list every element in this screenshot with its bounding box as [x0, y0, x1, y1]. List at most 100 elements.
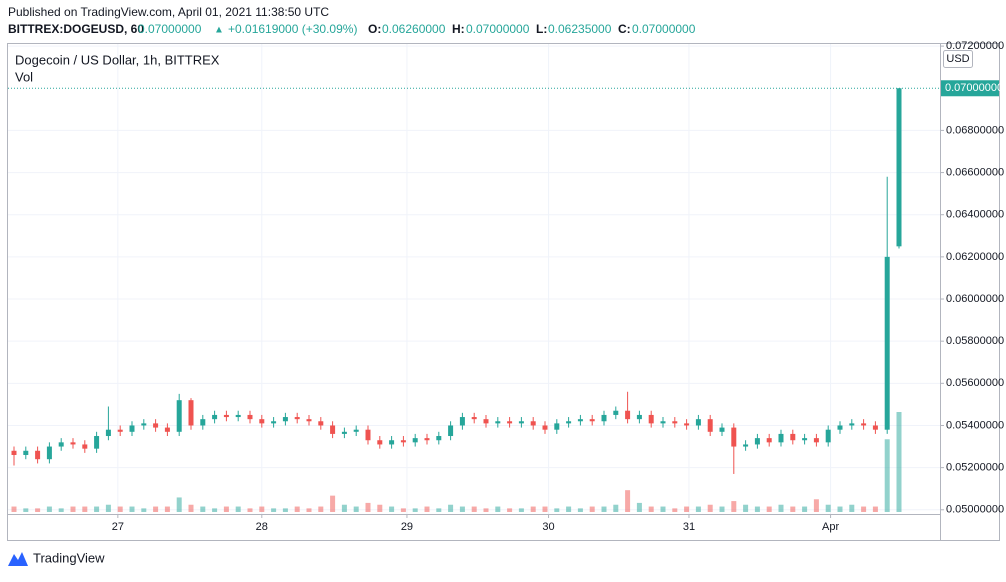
volume-bar	[648, 506, 654, 512]
candle-body	[247, 414, 253, 420]
volume-bar	[436, 508, 442, 512]
volume-bar	[153, 506, 159, 512]
volume-bar	[294, 506, 300, 512]
candle-body	[884, 256, 890, 430]
volume-bar	[377, 504, 383, 512]
candle-body	[330, 425, 336, 434]
volume-bar	[530, 506, 536, 512]
candle-body	[695, 419, 701, 426]
candle-body	[424, 438, 430, 441]
change: +0.01619000 (+30.09%)	[228, 22, 357, 36]
volume-bar	[424, 506, 430, 512]
volume-bar	[601, 506, 607, 512]
y-tick-label: 0.06400000	[946, 209, 1004, 221]
volume-bar	[566, 506, 572, 512]
y-tick-label: 0.06800000	[946, 124, 1004, 136]
last-price-label: 0.07000000	[945, 82, 1003, 94]
volume-bar	[105, 504, 111, 512]
x-tick-label: 27	[112, 521, 124, 533]
candle-body	[223, 414, 229, 418]
candle-body	[530, 421, 536, 426]
candle-body	[459, 417, 465, 426]
volume-bar	[554, 508, 560, 512]
volume-bar	[707, 504, 713, 512]
candle-body	[790, 433, 796, 441]
candle-body	[577, 419, 583, 422]
candle-body	[353, 429, 359, 432]
h-label: H:	[452, 22, 465, 36]
volume-bar	[849, 504, 855, 512]
c: 0.07000000	[632, 22, 696, 36]
volume-bar	[188, 504, 194, 512]
volume-bar	[176, 497, 182, 512]
candle-body	[153, 423, 159, 428]
published: Published on TradingView.com, April 01, …	[8, 5, 329, 19]
volume-bar	[636, 502, 642, 512]
volume-bar	[200, 506, 206, 512]
volume-bar	[577, 508, 583, 512]
candle-body	[778, 433, 784, 443]
volume-bar	[341, 504, 347, 512]
last-price-box	[941, 80, 999, 97]
candle-body	[542, 425, 548, 430]
volume-bar	[731, 501, 737, 512]
o: 0.06260000	[382, 22, 446, 36]
candle-body	[625, 410, 631, 420]
volume-bar	[518, 508, 524, 512]
volume-bar	[448, 504, 454, 512]
volume-bar	[141, 508, 147, 512]
candle-body	[554, 423, 560, 430]
candle-body	[896, 88, 902, 247]
last: 0.07000000	[138, 22, 202, 36]
currency-box[interactable]	[943, 50, 973, 68]
volume-bar	[365, 502, 371, 512]
candle-body	[672, 421, 678, 424]
volume-bar	[400, 508, 406, 512]
candle-body	[448, 425, 454, 437]
volume-bar	[660, 506, 666, 512]
y-tick-label: 0.05600000	[946, 377, 1004, 389]
volume-bar	[813, 499, 819, 512]
candle-body	[495, 421, 501, 424]
x-tick-label: 30	[542, 521, 554, 533]
ohlc-line: BITTREX:DOGEUSD, 60 0.07000000 ▲ +0.0161…	[8, 22, 696, 36]
volume-bar	[271, 508, 277, 512]
candle-body	[11, 450, 17, 455]
volume-bar	[330, 495, 336, 512]
volume-bar	[11, 506, 17, 512]
candle-body	[719, 427, 725, 432]
volume-bar	[542, 506, 548, 512]
candle-body	[684, 423, 690, 426]
candle-body	[861, 423, 867, 426]
volume-bar	[306, 508, 312, 512]
candle-body	[46, 446, 52, 460]
volume-bar	[23, 508, 29, 512]
volume-bar	[743, 504, 749, 512]
volume-bar	[389, 506, 395, 512]
volume-bar	[282, 508, 288, 512]
volume-bar	[695, 506, 701, 512]
candle-body	[483, 419, 489, 424]
candle-body	[636, 414, 642, 420]
vol-label: Vol	[15, 69, 33, 84]
grid	[8, 44, 944, 518]
y-tick-label: 0.06000000	[946, 293, 1004, 305]
volume-bar	[802, 506, 808, 512]
candle-body	[35, 450, 41, 460]
candle-body	[129, 425, 135, 432]
candle-body	[802, 438, 808, 441]
candle-body	[341, 431, 347, 434]
candle-body	[507, 421, 513, 424]
x-tick-label: 31	[683, 521, 695, 533]
y-tick-label: 0.06600000	[946, 166, 1004, 178]
c-label: C:	[618, 22, 631, 36]
candle-body	[660, 421, 666, 424]
currency[interactable]: USD	[946, 53, 969, 65]
candle-body	[837, 425, 843, 430]
candle-body	[471, 417, 477, 420]
volume-bar	[589, 506, 595, 512]
y-tick-label: 0.05200000	[946, 462, 1004, 474]
volume-bar	[625, 490, 631, 512]
chart-title: Dogecoin / US Dollar, 1h, BITTREX	[15, 52, 220, 67]
candle-body	[294, 417, 300, 420]
